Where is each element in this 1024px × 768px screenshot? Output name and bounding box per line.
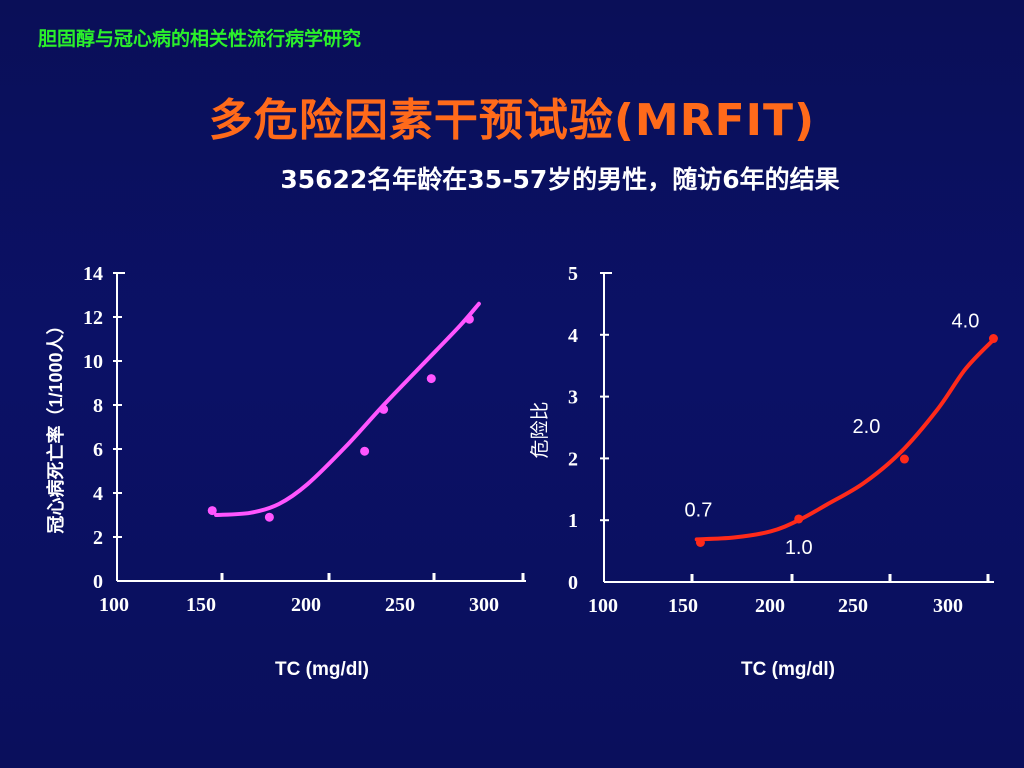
data-point (988, 334, 998, 344)
y-tick-label: 4 (93, 483, 103, 505)
y-tick-label: 2 (93, 527, 103, 549)
x-tick-label: 200 (291, 594, 321, 616)
data-point (464, 314, 474, 324)
x-tick-label: 100 (99, 594, 129, 616)
data-point (264, 512, 274, 522)
data-point (360, 446, 370, 456)
data-point (426, 374, 436, 384)
data-point (695, 537, 705, 547)
trend-line (214, 301, 481, 517)
y-tick-label: 5 (568, 263, 578, 285)
y-tick-label: 8 (93, 395, 103, 417)
y-axis-label: 冠心病死亡率（1/1000人） (45, 316, 66, 533)
x-tick-label: 100 (588, 595, 618, 617)
y-tick-label: 10 (83, 351, 103, 373)
x-tick-label: 300 (469, 594, 499, 616)
data-label: 4.0 (952, 311, 980, 333)
slide-title: 多危险因素干预试验(MRFIT) (208, 95, 816, 146)
left-chart: 0 2 4 6 8 10 12 14 100 150 200 250 300 TC (mg/dl) 冠心病死… (45, 263, 526, 680)
slide-subtitle: 35622名年龄在35-57岁的男性，随访6年的结果 (280, 165, 840, 194)
x-tick-label: 300 (933, 595, 963, 617)
header-label: 胆固醇与冠心病的相关性流行病学研究 (38, 28, 362, 50)
x-tick-label: 250 (838, 595, 868, 617)
data-point (899, 454, 909, 464)
y-tick-label: 12 (83, 307, 103, 329)
x-tick-label: 200 (755, 595, 785, 617)
y-tick-label: 3 (568, 387, 578, 409)
data-label: 1.0 (785, 537, 813, 559)
y-axis-label: 危险比 (529, 401, 551, 458)
x-tick-label: 250 (385, 594, 415, 616)
trend-line (694, 337, 996, 542)
y-tick-label: 14 (83, 263, 103, 285)
right-chart: 0 1 2 3 4 5 100 150 200 250 300 TC (mg/dl) 危险比 0.7 1.0… (529, 263, 998, 680)
x-tick-label: 150 (186, 594, 216, 616)
x-axis-label: TC (mg/dl) (275, 659, 369, 680)
x-tick-label: 150 (668, 595, 698, 617)
y-tick-label: 2 (568, 448, 578, 470)
y-tick-label: 0 (568, 572, 578, 594)
data-label: 2.0 (853, 416, 881, 438)
y-tick-label: 1 (568, 510, 578, 532)
y-tick-label: 6 (93, 439, 103, 461)
data-point (379, 404, 389, 414)
y-tick-label: 4 (568, 325, 578, 347)
data-point (207, 506, 217, 516)
data-label: 0.7 (685, 499, 713, 521)
data-point (794, 514, 804, 524)
x-axis-label: TC (mg/dl) (741, 659, 835, 680)
y-tick-label: 0 (93, 571, 103, 593)
